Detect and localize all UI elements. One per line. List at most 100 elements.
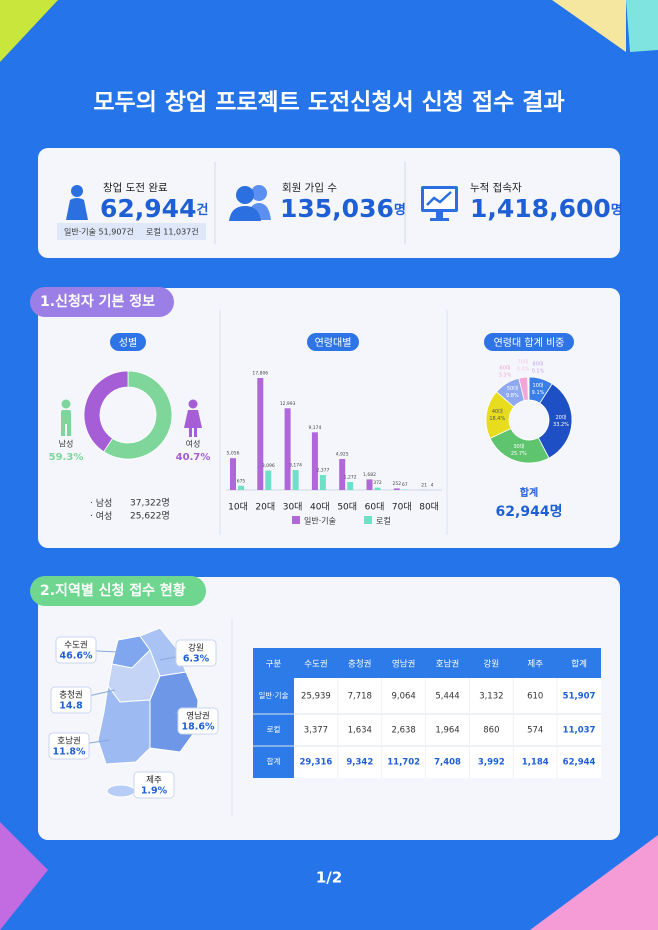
- table-row-head: 합계: [267, 756, 281, 766]
- chart-title: 연령대별: [315, 337, 352, 349]
- donut-segment: [537, 383, 573, 459]
- chart-title: 성별: [119, 337, 137, 349]
- legend-label: 남성: [59, 440, 74, 449]
- x-tick-label: 10대: [228, 502, 248, 513]
- table-row-head: 로컬: [267, 725, 281, 734]
- map-label-name: 수도권: [64, 640, 87, 651]
- table-cell: 574: [527, 726, 543, 736]
- map-label-box: [133, 771, 175, 799]
- corner-shape: [530, 835, 658, 930]
- stat-detail-box: [57, 223, 206, 240]
- table-cell: 11,702: [387, 758, 420, 768]
- donut-category: 70대: [518, 359, 529, 366]
- map-label-value: 11.8%: [53, 747, 86, 758]
- data-label: 3,096: [262, 463, 275, 469]
- icon-male: [61, 399, 71, 436]
- donut-category: 10대: [533, 382, 544, 389]
- donut-value: 9.8%: [506, 393, 519, 399]
- data-label: 5,056: [227, 451, 240, 457]
- table-cell: 25,939: [301, 692, 331, 702]
- map-label-value: 18.6%: [182, 722, 215, 733]
- bar: [319, 475, 326, 490]
- legend-label: 여성: [186, 439, 201, 449]
- donut-value: 0.1%: [532, 369, 545, 375]
- data-label: 21: [421, 482, 427, 488]
- donut-category: 80대: [533, 361, 544, 368]
- total-value: 62,944명: [496, 503, 563, 520]
- data-label: 40.7%: [176, 452, 211, 463]
- data-label: 3,174: [289, 463, 302, 469]
- section-card: [38, 288, 620, 548]
- bar: [238, 485, 244, 490]
- x-tick-label: 70대: [392, 502, 412, 513]
- section-pill: [30, 287, 174, 317]
- donut-segment: [103, 370, 173, 460]
- page-title: 모두의 창업 프로젝트 도전신청서 신청 접수 결과: [93, 90, 564, 116]
- stat-value: 1,418,600명: [470, 194, 623, 223]
- table-cell: 1,634: [348, 726, 372, 736]
- donut-value: 33.2%: [553, 422, 569, 428]
- map-label-name: 강원: [188, 643, 204, 654]
- legend-label: 로컬: [376, 517, 391, 526]
- table-cell: 51,907: [563, 692, 596, 702]
- table-header: 수도권: [304, 659, 327, 670]
- table-cell: 1,184: [522, 758, 549, 768]
- table-cell: 5,444: [435, 692, 459, 702]
- map-label-value: 46.6%: [60, 651, 93, 662]
- icon-members: [229, 185, 271, 221]
- table-header: 영남권: [392, 659, 415, 670]
- legend-label: 일반·기술: [304, 516, 336, 526]
- table-cell: 9,064: [391, 692, 415, 702]
- data-label: 372: [373, 480, 382, 486]
- x-tick-label: 80대: [419, 502, 439, 513]
- table-cell: 62,944: [563, 758, 596, 768]
- map-label-name: 제주: [146, 776, 162, 786]
- table-cell: 2,638: [391, 726, 415, 736]
- stat-label: 회원 가입 수: [282, 181, 337, 194]
- x-tick-label: 60대: [365, 502, 385, 513]
- table-cell: 3,992: [478, 758, 505, 768]
- map-label-value: 6.3%: [183, 654, 210, 665]
- bar: [393, 488, 400, 490]
- stat-detail: 로컬 11,037건: [146, 227, 199, 237]
- legend-swatch: [364, 516, 372, 524]
- stat-value: 62,944건: [100, 194, 208, 223]
- table-header: 제주: [527, 660, 543, 670]
- donut-value: 18.4%: [489, 416, 505, 422]
- bar: [311, 432, 318, 490]
- donut-value: 9.1%: [532, 390, 545, 396]
- data-label: 2,377: [316, 468, 329, 474]
- bar: [265, 470, 272, 490]
- bar: [292, 470, 299, 490]
- table-cell: 610: [527, 692, 543, 702]
- corner-shape: [0, 822, 48, 930]
- chart-title-pill: [484, 333, 574, 351]
- data-label: 252: [393, 481, 402, 487]
- bar: [374, 487, 381, 490]
- corner-shape: [552, 0, 626, 52]
- map-label-value: 1.9%: [141, 786, 168, 797]
- table-header: 충청권: [348, 659, 371, 670]
- chart-title-pill: [110, 333, 146, 351]
- table-header: 합계: [571, 659, 587, 670]
- donut-category: 30대: [513, 443, 524, 450]
- map-label-box: [55, 636, 97, 664]
- x-tick-label: 40대: [310, 502, 330, 513]
- corner-shape: [626, 0, 658, 52]
- chart-title: 연령대 합계 비중: [494, 337, 565, 349]
- bar: [230, 458, 236, 490]
- stat-value: 135,036명: [280, 194, 406, 223]
- icon-person: [66, 185, 88, 220]
- corner-shape: [0, 0, 58, 62]
- icon-female: [184, 399, 202, 437]
- table-cell: 9,342: [346, 758, 373, 768]
- table-cell: 7,718: [348, 692, 372, 702]
- table-header: 구분: [266, 660, 282, 670]
- map-label-name: 호남권: [57, 736, 80, 747]
- bar: [257, 378, 264, 490]
- data-label: 59.3%: [49, 452, 84, 463]
